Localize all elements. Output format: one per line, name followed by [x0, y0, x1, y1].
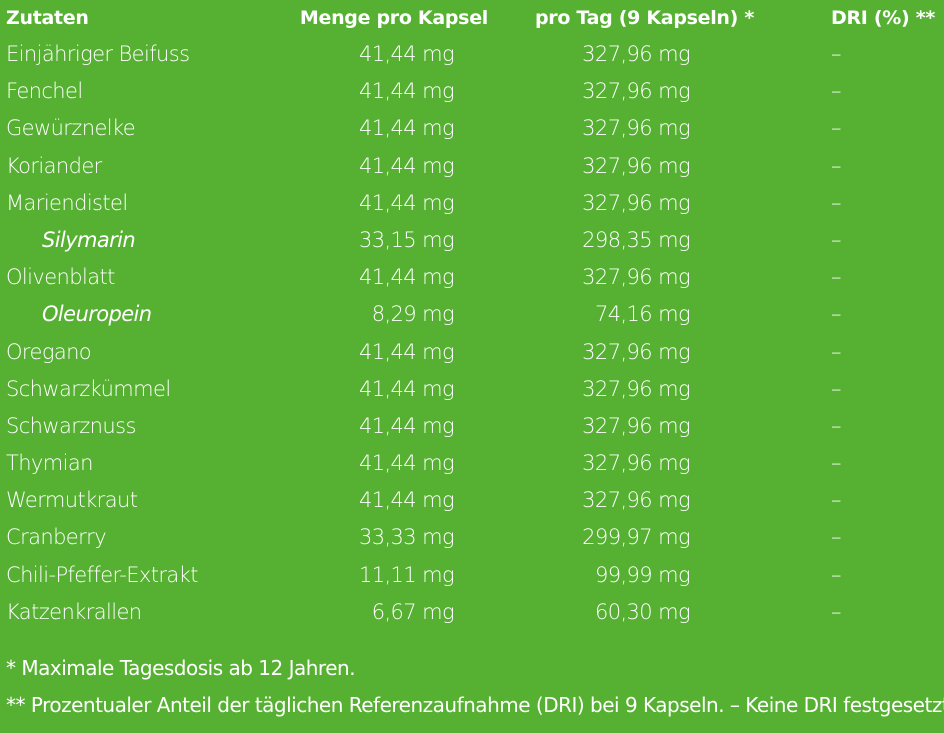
table-row: Oregano 41,44 mg 327,96 mg – — [0, 334, 944, 371]
amount-per-capsule: 8,29 mg — [371, 302, 455, 327]
amount-per-day: 327,96 mg — [582, 451, 690, 476]
amount-per-capsule: 41,44 mg — [358, 376, 455, 401]
dri-value: – — [831, 265, 842, 290]
table-row: Katzenkrallen 6,67 mg 60,30 mg – — [0, 594, 944, 631]
amount-per-day: 299,97 mg — [582, 525, 690, 550]
ingredient-name: Koriander — [6, 153, 102, 178]
table-row: Chili-Pfeffer-Extrakt 11,11 mg 99,99 mg … — [0, 557, 944, 594]
ingredient-name: Gewürznelke — [6, 116, 136, 141]
ingredients-table: Zutaten Menge pro Kapsel pro Tag (9 Kaps… — [0, 0, 944, 631]
table-row: Koriander 41,44 mg 327,96 mg – — [0, 148, 944, 185]
table-row: Olivenblatt 41,44 mg 327,96 mg – — [0, 259, 944, 296]
table-row: Wermutkraut 41,44 mg 327,96 mg – — [0, 482, 944, 519]
ingredient-name: Oregano — [6, 339, 92, 364]
sub-ingredient-name: Oleuropein — [42, 302, 152, 327]
amount-per-day: 327,96 mg — [582, 190, 690, 215]
ingredient-name: Thymian — [6, 451, 93, 476]
table-row-sub-ingredient: Silymarin 33,15 mg 298,35 mg – — [0, 222, 944, 259]
header-pro-tag: pro Tag (9 Kapseln) * — [534, 7, 754, 29]
dri-value: – — [831, 190, 842, 215]
amount-per-capsule: 41,44 mg — [358, 116, 455, 141]
ingredient-name: Schwarzkümmel — [6, 376, 171, 401]
amount-per-capsule: 41,44 mg — [358, 413, 455, 438]
amount-per-capsule: 6,67 mg — [371, 599, 455, 624]
ingredient-name: Chili-Pfeffer-Extrakt — [6, 562, 198, 587]
amount-per-capsule: 41,44 mg — [358, 451, 455, 476]
ingredient-name: Cranberry — [6, 525, 107, 550]
table-row: Cranberry 33,33 mg 299,97 mg – — [0, 519, 944, 556]
header-zutaten: Zutaten — [6, 7, 89, 29]
ingredient-name: Olivenblatt — [6, 265, 115, 290]
footnote-dri: ** Prozentualer Anteil der täglichen Ref… — [6, 693, 944, 717]
table-row: Schwarzkümmel 41,44 mg 327,96 mg – — [0, 371, 944, 408]
amount-per-day: 60,30 mg — [594, 599, 691, 624]
amount-per-day: 327,96 mg — [582, 265, 690, 290]
dri-value: – — [831, 599, 842, 624]
dri-value: – — [831, 153, 842, 178]
amount-per-capsule: 41,44 mg — [358, 42, 455, 66]
dri-value: – — [831, 451, 842, 476]
footnote-max-daily-dose: * Maximale Tagesdosis ab 12 Jahren. — [6, 656, 356, 680]
dri-value: – — [831, 525, 842, 550]
amount-per-day: 327,96 mg — [582, 488, 690, 513]
dri-value: – — [831, 562, 842, 587]
amount-per-capsule: 41,44 mg — [358, 79, 455, 104]
amount-per-day: 327,96 mg — [582, 79, 690, 104]
amount-per-day: 327,96 mg — [582, 116, 690, 141]
dri-value: – — [831, 413, 842, 438]
amount-per-day: 327,96 mg — [582, 376, 690, 401]
header-menge-pro-kapsel: Menge pro Kapsel — [299, 7, 488, 29]
table-row: Einjähriger Beifuss 41,44 mg 327,96 mg – — [0, 36, 944, 73]
amount-per-capsule: 41,44 mg — [358, 339, 455, 364]
amount-per-capsule: 41,44 mg — [358, 265, 455, 290]
footnotes: * Maximale Tagesdosis ab 12 Jahren. ** P… — [6, 650, 944, 724]
header-dri: DRI (%) ** — [831, 7, 935, 29]
dri-value: – — [831, 79, 842, 104]
amount-per-day: 327,96 mg — [582, 42, 690, 66]
table-row: Schwarznuss 41,44 mg 327,96 mg – — [0, 408, 944, 445]
sub-ingredient-name: Silymarin — [42, 227, 136, 252]
ingredient-name: Wermutkraut — [6, 488, 138, 513]
dri-value: – — [831, 302, 842, 327]
dri-value: – — [831, 488, 842, 513]
amount-per-capsule: 41,44 mg — [358, 488, 455, 513]
amount-per-capsule: 41,44 mg — [358, 190, 455, 215]
amount-per-capsule: 41,44 mg — [358, 153, 455, 178]
dri-value: – — [831, 42, 842, 66]
amount-per-day: 327,96 mg — [582, 153, 690, 178]
table-row: Thymian 41,44 mg 327,96 mg – — [0, 445, 944, 482]
ingredient-name: Katzenkrallen — [6, 599, 142, 624]
dri-value: – — [831, 339, 842, 364]
amount-per-capsule: 33,15 mg — [358, 227, 455, 252]
amount-per-capsule: 33,33 mg — [358, 525, 455, 550]
amount-per-day: 99,99 mg — [594, 562, 691, 587]
dri-value: – — [831, 116, 842, 141]
ingredient-name: Einjähriger Beifuss — [6, 42, 190, 66]
amount-per-day: 74,16 mg — [594, 302, 691, 327]
dri-value: – — [831, 376, 842, 401]
ingredient-name: Mariendistel — [6, 190, 128, 215]
amount-per-capsule: 11,11 mg — [358, 562, 455, 587]
amount-per-day: 298,35 mg — [582, 227, 690, 252]
amount-per-day: 327,96 mg — [582, 339, 690, 364]
ingredient-name: Schwarznuss — [6, 413, 136, 438]
table-row: Mariendistel 41,44 mg 327,96 mg – — [0, 185, 944, 222]
table-header-row: Zutaten Menge pro Kapsel pro Tag (9 Kaps… — [0, 0, 944, 36]
table-row: Gewürznelke 41,44 mg 327,96 mg – — [0, 110, 944, 147]
dri-value: – — [831, 227, 842, 252]
amount-per-day: 327,96 mg — [582, 413, 690, 438]
table-row-sub-ingredient: Oleuropein 8,29 mg 74,16 mg – — [0, 296, 944, 333]
ingredient-name: Fenchel — [6, 79, 83, 104]
table-row: Fenchel 41,44 mg 327,96 mg – — [0, 73, 944, 110]
